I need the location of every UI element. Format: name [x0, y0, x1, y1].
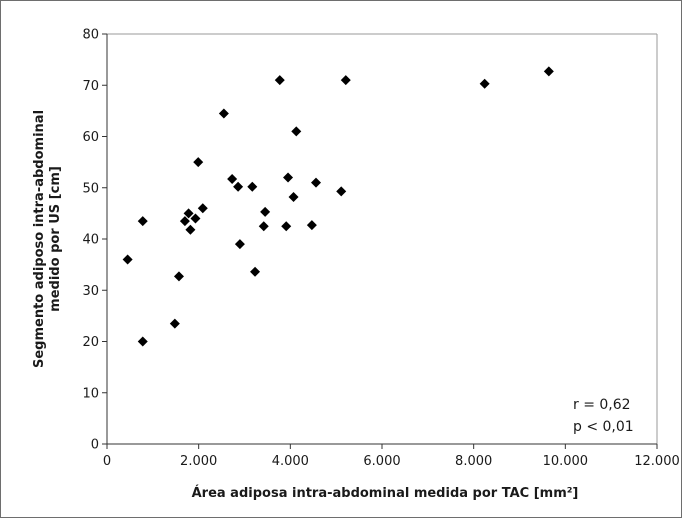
data-point-marker — [233, 181, 244, 192]
y-tick-label: 30 — [82, 284, 99, 299]
data-point-marker — [258, 221, 269, 232]
data-point-marker — [173, 271, 184, 282]
data-point-marker — [193, 157, 204, 168]
x-tick-label: 0 — [103, 454, 111, 469]
axes — [106, 33, 658, 445]
data-point-marker — [336, 186, 347, 197]
data-point-marker — [185, 224, 196, 235]
data-points — [122, 66, 554, 347]
x-tick-label: 10.000 — [543, 454, 589, 469]
x-ticks: 0 2.000 4.000 6.000 8.000 10.000 12.000 — [103, 444, 680, 469]
x-axis-title: Área adiposa intra-abdominal medida por … — [192, 485, 579, 501]
y-axis-title-line-2: medido por US [cm] — [48, 166, 63, 312]
data-point-marker — [479, 78, 490, 89]
data-point-marker — [543, 66, 554, 77]
y-tick-label: 70 — [82, 79, 99, 94]
data-point-marker — [281, 221, 292, 232]
data-point-marker — [274, 75, 285, 86]
data-point-marker — [340, 75, 351, 86]
data-point-marker — [190, 213, 201, 224]
y-tick-label: 80 — [82, 28, 99, 43]
y-tick-label: 10 — [82, 386, 99, 401]
data-point-marker — [234, 239, 245, 250]
data-point-marker — [283, 172, 294, 183]
y-tick-label: 20 — [82, 335, 99, 350]
data-point-marker — [306, 220, 317, 231]
y-tick-label: 50 — [82, 181, 99, 196]
data-point-marker — [137, 336, 148, 347]
y-tick-label: 60 — [82, 130, 99, 145]
y-tick-label: 40 — [82, 233, 99, 248]
data-point-marker — [260, 206, 271, 217]
data-point-marker — [183, 208, 194, 219]
data-point-marker — [291, 126, 302, 137]
data-point-marker — [288, 191, 299, 202]
p-value-annotation: p < 0,01 — [573, 419, 634, 435]
x-tick-label: 8.000 — [455, 454, 492, 469]
y-tick-label: 0 — [91, 438, 99, 453]
x-tick-label: 4.000 — [272, 454, 309, 469]
data-point-marker — [247, 181, 258, 192]
data-point-marker — [137, 216, 148, 227]
x-tick-label: 2.000 — [180, 454, 217, 469]
correlation-annotation: r = 0,62 — [573, 397, 631, 413]
data-point-marker — [250, 266, 261, 277]
data-point-marker — [311, 177, 321, 188]
data-point-marker — [218, 108, 229, 119]
y-ticks: 0 10 20 30 40 50 60 70 80 — [82, 28, 107, 453]
y-axis-title-line-1: Segmento adiposo intra-abdominal — [32, 110, 47, 368]
data-point-marker — [122, 254, 133, 265]
data-point-marker — [227, 174, 238, 185]
data-point-marker — [169, 318, 180, 329]
data-point-marker — [197, 203, 208, 214]
x-tick-label: 6.000 — [363, 454, 400, 469]
x-tick-label: 12.000 — [634, 454, 680, 469]
data-point-marker — [179, 216, 190, 227]
